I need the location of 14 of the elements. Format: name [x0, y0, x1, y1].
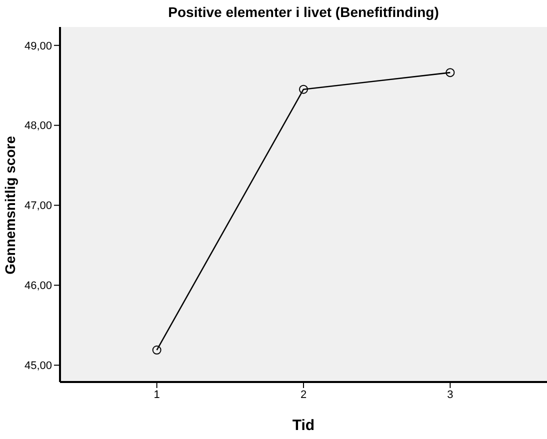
- y-tick-label: 45,00: [24, 360, 52, 372]
- y-axis-title: Gennemsnitlig score: [2, 136, 18, 274]
- chart-title: Positive elementer i livet (Benefitfinding): [167, 4, 440, 20]
- point: [299, 84, 308, 94]
- x-tick-label: 3: [447, 388, 454, 401]
- x-axis-title: Tid: [292, 417, 315, 434]
- y-tick-label: 47,00: [24, 200, 52, 212]
- y-tick-label: 46,00: [24, 280, 52, 292]
- point: [446, 68, 455, 78]
- y-tick-label: 48,00: [24, 120, 52, 132]
- x-tick-label: 1: [154, 388, 160, 401]
- y-tick-label: 49,00: [24, 40, 52, 52]
- point: [152, 346, 162, 355]
- x-tick-label: 2: [300, 388, 307, 401]
